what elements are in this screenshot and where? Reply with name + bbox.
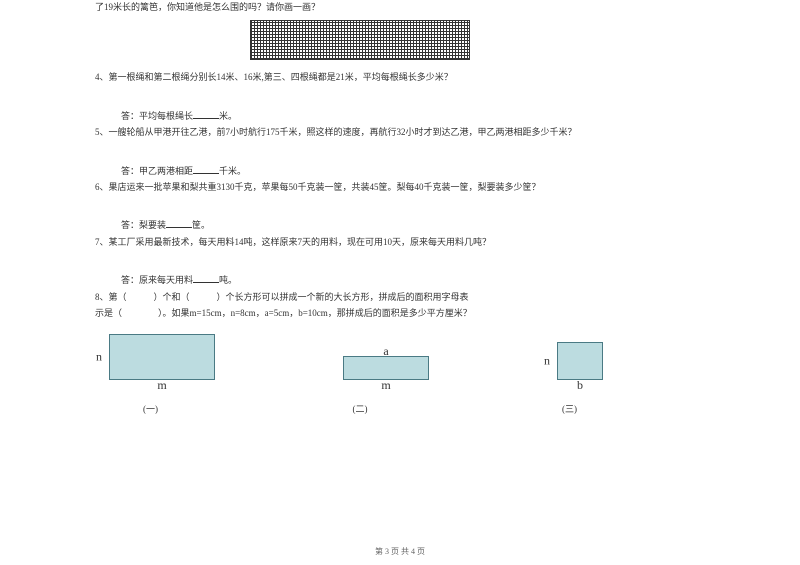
label-b: b	[577, 376, 583, 395]
caption-1: (一)	[143, 402, 158, 416]
answer-5: 答：甲乙两港相距 千米。	[95, 164, 625, 178]
label-n: n	[96, 348, 102, 367]
caption-3: (三)	[562, 402, 577, 416]
rect-2: a m	[343, 356, 429, 380]
page-footer: 第 3 页 共 4 页	[0, 546, 800, 557]
page-content: 了19米长的篱笆，你知道他是怎么围的吗？请你画一画？ 4、第一根绳和第二根绳分别…	[95, 0, 625, 417]
question-7: 7、某工厂采用最新技术，每天用料14吨，这样原来7天的用料，现在可用10天，原来…	[95, 235, 625, 249]
question-6: 6、果店运来一批苹果和梨共重3130千克，苹果每50千克装一筐，共装45筐。梨每…	[95, 180, 625, 194]
question-8-line2: 示是（ ）。如果m=15cm，n=8cm，a=5cm，b=10cm，那拼成后的面…	[95, 306, 625, 320]
answer-7-suffix: 吨。	[219, 275, 237, 285]
rect-1: n m	[109, 334, 215, 380]
blank-input[interactable]	[166, 218, 192, 228]
caption-2: (二)	[353, 402, 368, 416]
figure-row: n m a m n b	[95, 334, 625, 380]
answer-4-suffix: 米。	[219, 111, 237, 121]
answer-7-prefix: 答：原来每天用料	[121, 275, 193, 285]
answer-6-suffix: 筐。	[192, 220, 210, 230]
blank-input[interactable]	[193, 164, 219, 174]
question-5: 5、一艘轮船从甲港开往乙港，前7小时航行175千米，照这样的速度，再航行32小时…	[95, 125, 625, 139]
hatched-rectangle	[250, 20, 470, 60]
blank-input[interactable]	[193, 273, 219, 283]
question-8-line1: 8、第（ ）个和（ ）个长方形可以拼成一个新的大长方形，拼成后的面积用字母表	[95, 290, 625, 304]
caption-row: (一) (二) (三)	[95, 402, 625, 416]
answer-7: 答：原来每天用料 吨。	[95, 273, 625, 287]
label-m: m	[157, 376, 166, 395]
answer-5-prefix: 答：甲乙两港相距	[121, 166, 193, 176]
label-a: a	[383, 342, 388, 361]
answer-5-suffix: 千米。	[219, 166, 246, 176]
question-4: 4、第一根绳和第二根绳分别长14米、16米,第三、四根绳都是21米，平均每根绳长…	[95, 70, 625, 84]
answer-6-prefix: 答：梨要装	[121, 220, 166, 230]
rect-3: n b	[557, 342, 603, 380]
answer-4-prefix: 答：平均每根绳长	[121, 111, 193, 121]
figure-3: n b	[557, 342, 603, 380]
answer-6: 答：梨要装 筐。	[95, 218, 625, 232]
question-intro: 了19米长的篱笆，你知道他是怎么围的吗？请你画一画？	[95, 0, 625, 14]
blank-input[interactable]	[193, 109, 219, 119]
figure-2: a m	[343, 356, 429, 380]
label-n: n	[544, 352, 550, 371]
answer-4: 答：平均每根绳长 米。	[95, 109, 625, 123]
figure-1: n m	[109, 334, 215, 380]
label-m: m	[381, 376, 390, 395]
